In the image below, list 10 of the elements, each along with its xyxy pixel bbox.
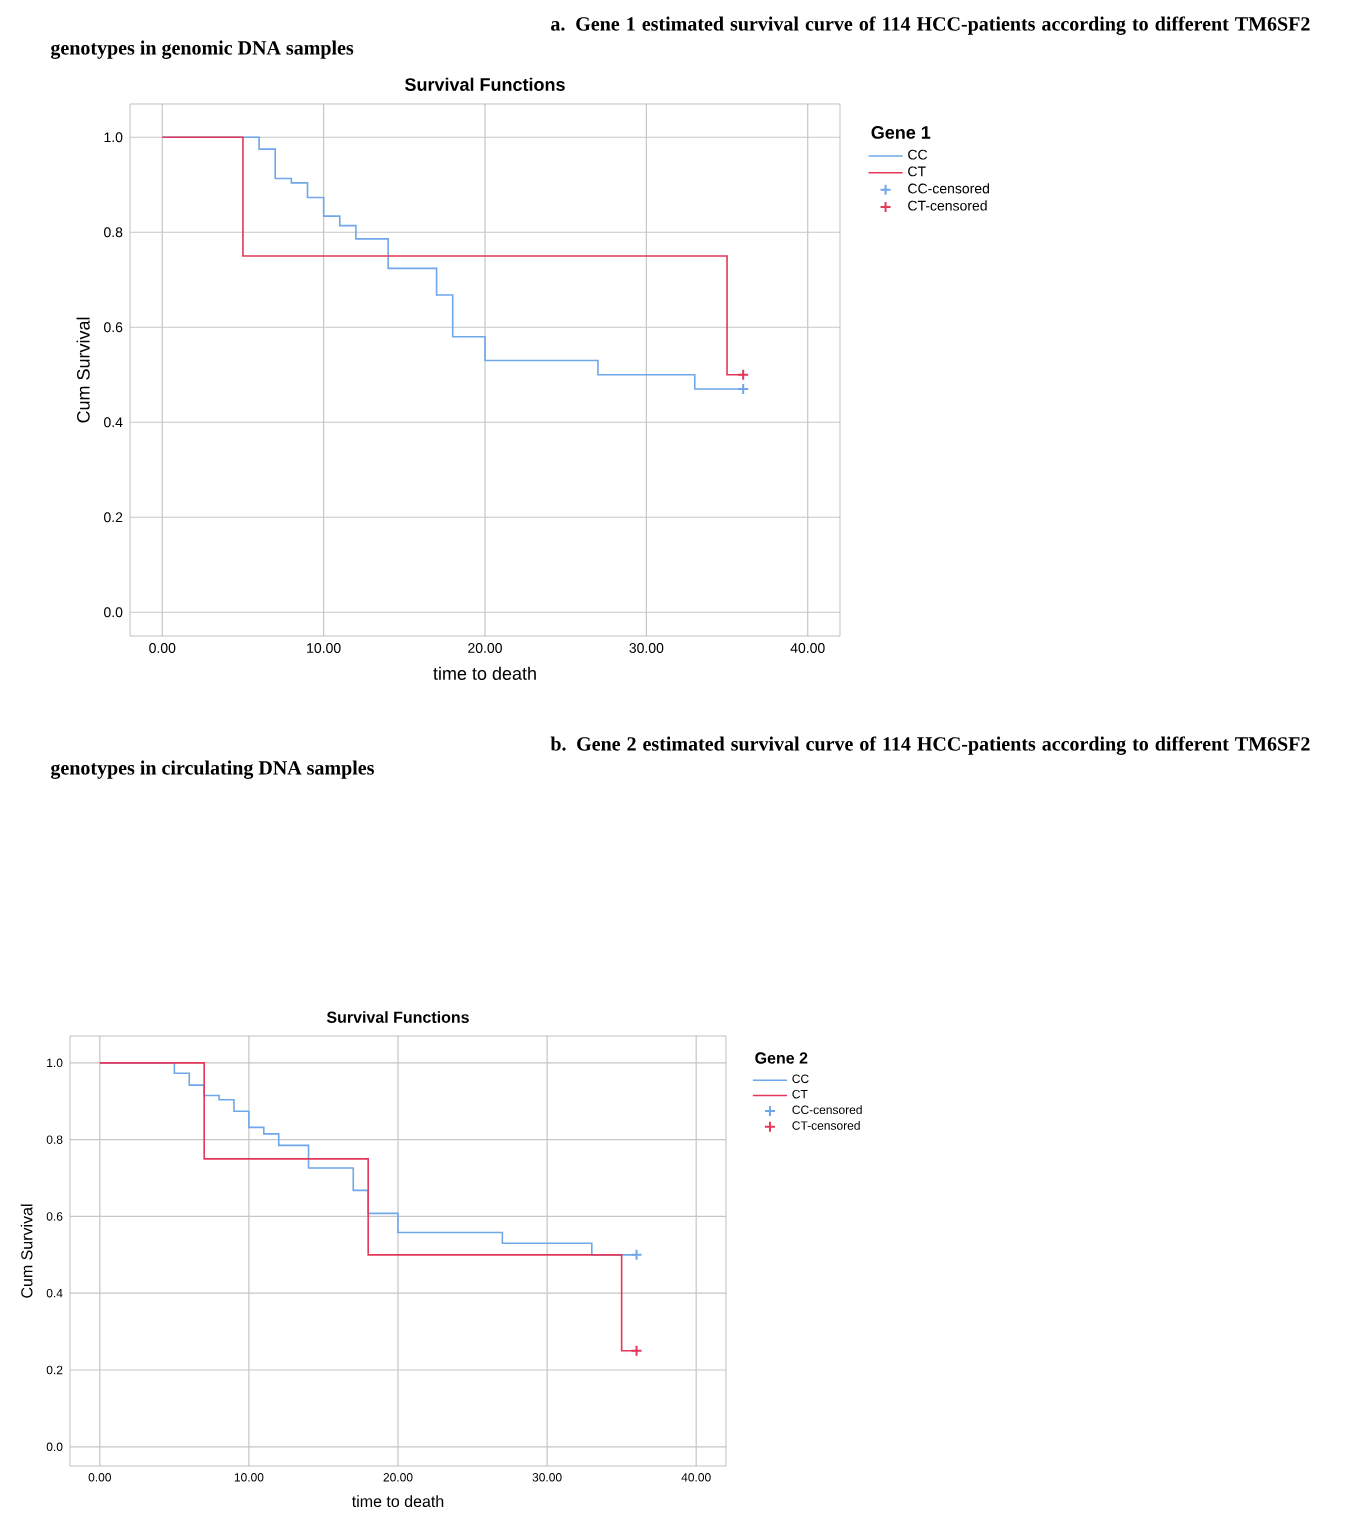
x-axis-title: time to death [433,666,536,680]
y-axis-title: Cum Survival [76,317,90,423]
chart-title: Survival Functions [326,1011,469,1023]
legend-title: Gene 2 [755,1052,808,1064]
chart-title: Survival Functions [405,77,565,91]
text: a. Gene 1 estimated survival curve of 114 HCC-patients according to different TM6SF2 genotypes in genomic DNA samples [50,16,1310,59]
text: b. Gene 2 estimated survival curve of 114 HCC-patients according to different TM6SF2 genotypes in circulating DNA samples [50,736,1310,779]
legend-title: Gene 1 [871,126,931,139]
x-axis-title: time to death [352,1495,444,1508]
y-axis-title: Cum Survival [20,1204,33,1298]
